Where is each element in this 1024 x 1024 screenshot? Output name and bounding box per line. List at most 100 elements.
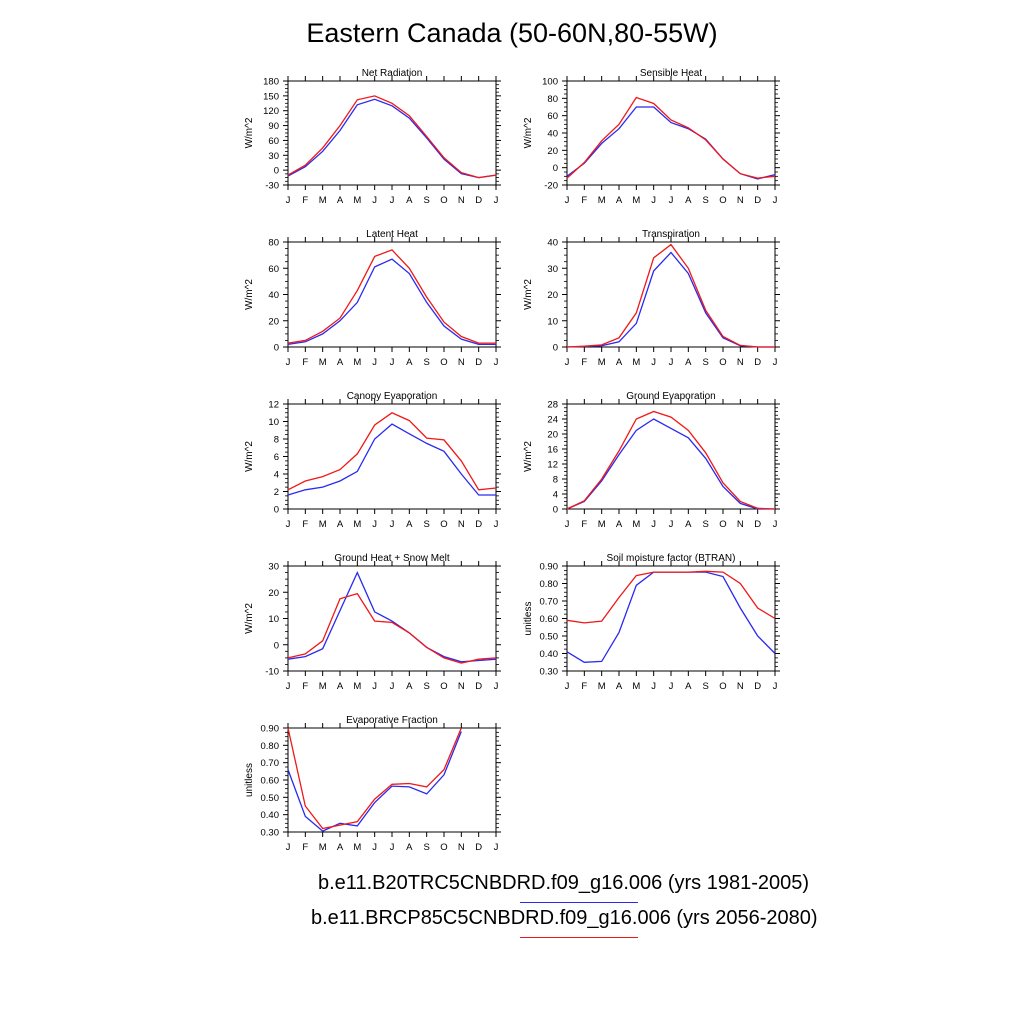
x-tick-label: S	[702, 357, 708, 368]
x-tick-label: S	[702, 195, 708, 206]
y-tick-label: 8	[274, 435, 279, 446]
y-tick-label: 4	[553, 490, 558, 501]
series-line-2	[566, 96, 776, 179]
y-tick-label: 0	[274, 166, 279, 177]
x-tick-label: M	[319, 357, 327, 368]
x-tick-label: O	[719, 519, 726, 530]
x-tick-label: M	[632, 357, 640, 368]
y-tick-label: -30	[265, 181, 279, 192]
x-tick-label: J	[669, 681, 674, 692]
y-tick-label: 20	[268, 316, 279, 327]
x-tick-label: J	[286, 842, 291, 853]
x-tick-label: A	[406, 842, 413, 853]
x-tick-label: J	[372, 357, 377, 368]
x-tick-label: O	[440, 519, 447, 530]
series-line-1	[287, 423, 496, 496]
x-tick-label: J	[651, 357, 656, 368]
x-tick-label: M	[598, 519, 606, 530]
x-tick-label: J	[372, 519, 377, 530]
x-tick-label: O	[719, 195, 726, 206]
y-tick-label: 20	[547, 290, 558, 301]
series-line-2	[566, 570, 776, 624]
x-tick-label: D	[475, 842, 482, 853]
x-tick-label: J	[565, 357, 570, 368]
plot-frame	[566, 241, 776, 348]
x-tick-label: S	[423, 842, 429, 853]
y-axis-label: unitless	[244, 763, 255, 797]
x-tick-label: O	[440, 195, 447, 206]
x-tick-label: J	[390, 357, 395, 368]
series-line-2	[287, 249, 496, 344]
y-tick-label: 0.30	[261, 828, 280, 839]
x-tick-label: N	[458, 519, 465, 530]
series-line-1	[566, 571, 776, 663]
x-tick-label: A	[685, 681, 692, 692]
x-tick-label: O	[719, 357, 726, 368]
y-axis-label: W/m^2	[523, 441, 534, 472]
y-tick-label: 0	[553, 163, 558, 174]
x-tick-label: F	[581, 357, 587, 368]
x-tick-label: J	[372, 681, 377, 692]
y-tick-label: -10	[265, 667, 279, 678]
x-tick-label: F	[581, 681, 587, 692]
y-tick-label: 0.60	[540, 614, 559, 625]
x-tick-label: J	[494, 195, 499, 206]
y-axis-label: W/m^2	[244, 279, 255, 310]
x-tick-label: M	[319, 681, 327, 692]
y-tick-label: 10	[547, 316, 558, 327]
x-tick-label: A	[616, 195, 623, 206]
y-tick-label: 60	[547, 111, 558, 122]
x-tick-label: D	[754, 195, 761, 206]
series-line-1	[287, 731, 462, 832]
y-tick-label: 0	[274, 343, 279, 354]
x-tick-label: A	[337, 195, 344, 206]
x-tick-label: F	[302, 681, 308, 692]
y-tick-label: 0.60	[261, 776, 280, 787]
x-tick-label: F	[302, 195, 308, 206]
series-line-1	[287, 98, 497, 179]
x-tick-label: M	[353, 195, 361, 206]
x-tick-label: J	[651, 519, 656, 530]
y-tick-label: 10	[268, 417, 279, 428]
x-tick-label: A	[685, 519, 692, 530]
x-tick-label: A	[616, 519, 623, 530]
x-tick-label: J	[372, 842, 377, 853]
series-line-2	[287, 727, 462, 830]
x-tick-label: A	[337, 681, 344, 692]
x-tick-label: J	[669, 195, 674, 206]
x-tick-label: F	[302, 842, 308, 853]
y-tick-label: 100	[542, 77, 558, 88]
y-tick-label: 180	[263, 77, 279, 88]
x-tick-label: O	[719, 681, 726, 692]
y-tick-label: 0.70	[540, 597, 559, 608]
y-tick-label: 40	[268, 290, 279, 301]
x-tick-label: A	[616, 681, 623, 692]
panel-title: Net Radiation	[362, 68, 423, 79]
plot-frame	[287, 80, 497, 186]
x-tick-label: D	[475, 681, 482, 692]
y-tick-label: 16	[547, 445, 558, 456]
x-tick-label: D	[475, 195, 482, 206]
x-tick-label: A	[406, 681, 413, 692]
panel-title: Ground Heat + Snow Melt	[334, 553, 450, 564]
x-tick-label: J	[773, 195, 778, 206]
x-tick-label: N	[737, 681, 744, 692]
x-tick-label: M	[598, 681, 606, 692]
x-tick-label: A	[337, 519, 344, 530]
panel-title: Soil moisture factor (BTRAN)	[607, 553, 736, 564]
x-tick-label: J	[286, 681, 291, 692]
x-tick-label: M	[353, 519, 361, 530]
x-tick-label: J	[286, 195, 291, 206]
y-tick-label: -20	[544, 181, 558, 192]
panel-8: J F M A M J J A S O N D J0.900.800.700.600.500.400.3…	[244, 715, 501, 853]
legend-label-series2: b.e11.BRCP85C5CNBDRD.f09_g16.006 (yrs 20…	[311, 907, 818, 929]
series-line-1	[287, 571, 497, 663]
x-tick-label: J	[773, 681, 778, 692]
x-tick-label: J	[286, 357, 291, 368]
x-tick-label: D	[475, 357, 482, 368]
x-tick-label: N	[458, 681, 465, 692]
x-tick-label: M	[353, 681, 361, 692]
